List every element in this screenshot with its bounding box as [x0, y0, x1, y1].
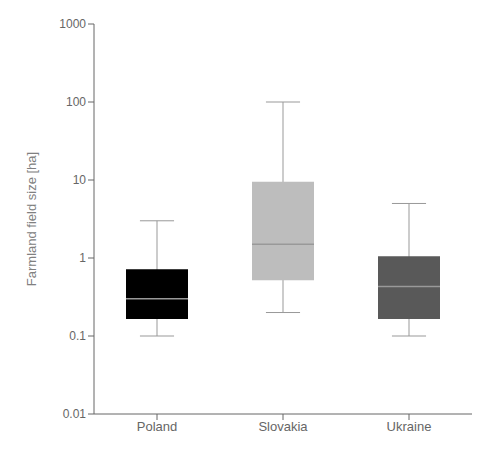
svg-text:1000: 1000: [59, 17, 86, 31]
svg-text:Ukraine: Ukraine: [387, 419, 432, 434]
svg-text:0.01: 0.01: [63, 407, 87, 421]
svg-text:10: 10: [73, 173, 87, 187]
svg-text:0.1: 0.1: [69, 329, 86, 343]
svg-text:100: 100: [66, 95, 86, 109]
svg-text:Slovakia: Slovakia: [258, 419, 308, 434]
svg-text:Farmland field size [ha]: Farmland field size [ha]: [24, 152, 39, 286]
svg-text:1: 1: [79, 251, 86, 265]
svg-text:Poland: Poland: [137, 419, 177, 434]
